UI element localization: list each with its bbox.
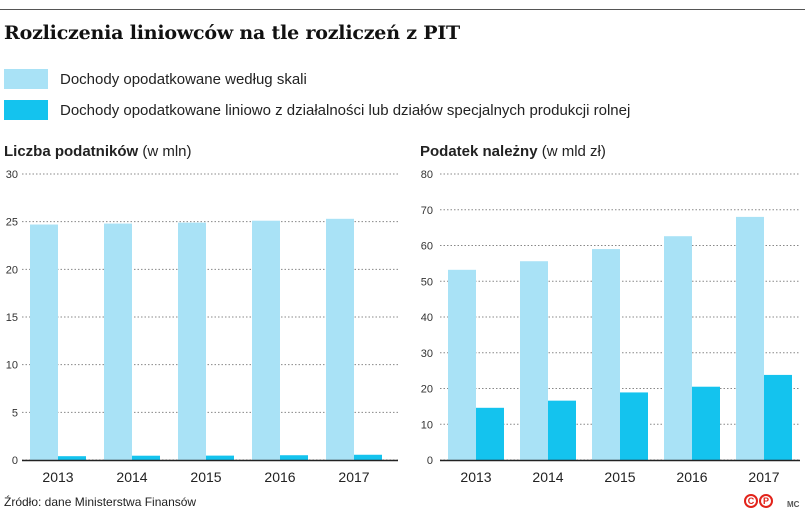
publisher-logo: C P [744, 494, 773, 508]
x-tick-label-1-2015: 2015 [604, 469, 635, 485]
y-tick-label-1-0: 0 [427, 455, 433, 467]
bar-0-2014-s0 [104, 223, 132, 460]
bar-1-2014-s0 [520, 261, 548, 460]
bar-0-2015-s1 [206, 455, 234, 460]
logo-letter-p: P [759, 494, 773, 508]
legend-swatch-linear [4, 100, 48, 120]
chart-title: Rozliczenia liniowców na tle rozliczeń z… [4, 22, 460, 44]
x-tick-label-0-2015: 2015 [190, 469, 221, 485]
x-tick-label-1-2014: 2014 [532, 469, 563, 485]
right-panel-title: Podatek należny (w mld zł) [420, 143, 606, 160]
bar-1-2017-s0 [736, 216, 764, 460]
y-tick-label-0-10: 10 [6, 360, 18, 372]
legend-label-scale: Dochody opodatkowane według skali [60, 70, 307, 88]
bar-1-2016-s1 [692, 386, 720, 460]
legend: Dochody opodatkowane według skali Dochod… [4, 68, 630, 130]
y-tick-label-0-5: 5 [12, 407, 18, 419]
y-tick-label-1-80: 80 [421, 169, 433, 181]
x-tick-label-1-2013: 2013 [460, 469, 491, 485]
x-tick-label-0-2016: 2016 [264, 469, 295, 485]
author-credit: MC [787, 500, 800, 509]
y-tick-label-0-15: 15 [6, 312, 18, 324]
y-tick-label-1-40: 40 [421, 312, 433, 324]
legend-item-linear: Dochody opodatkowane liniowo z działalno… [4, 99, 630, 121]
bar-1-2013-s1 [476, 407, 504, 460]
legend-swatch-scale [4, 69, 48, 89]
source-note: Źródło: dane Ministerstwa Finansów [4, 495, 197, 509]
left-panel-title-unit: (w mln) [142, 143, 192, 160]
bar-0-2015-s0 [178, 222, 206, 460]
y-tick-label-0-20: 20 [6, 264, 18, 276]
bar-0-2017-s0 [326, 218, 354, 460]
bar-1-2017-s1 [764, 374, 792, 460]
y-tick-label-0-0: 0 [12, 455, 18, 467]
y-tick-label-1-50: 50 [421, 276, 433, 288]
y-tick-label-1-10: 10 [421, 419, 433, 431]
logo-letter-c: C [744, 494, 758, 508]
bar-0-2013-s1 [58, 456, 86, 460]
x-tick-label-1-2016: 2016 [676, 469, 707, 485]
x-tick-label-0-2013: 2013 [42, 469, 73, 485]
y-tick-label-0-25: 25 [6, 217, 18, 229]
bar-1-2014-s1 [548, 400, 576, 460]
bar-0-2014-s1 [132, 455, 160, 460]
y-tick-label-1-60: 60 [421, 241, 433, 253]
bar-0-2017-s1 [354, 454, 382, 460]
left-panel-title-main: Liczba podatników [4, 143, 139, 160]
bar-1-2015-s0 [592, 249, 620, 460]
y-tick-label-0-30: 30 [6, 169, 18, 181]
bar-0-2013-s0 [30, 224, 58, 460]
left-panel-title: Liczba podatników (w mln) [4, 143, 192, 160]
x-tick-label-0-2017: 2017 [338, 469, 369, 485]
right-panel-title-unit: (w mld zł) [541, 143, 606, 160]
bar-1-2015-s1 [620, 392, 648, 460]
y-tick-label-1-30: 30 [421, 348, 433, 360]
legend-item-scale: Dochody opodatkowane według skali [4, 68, 630, 90]
x-tick-label-0-2014: 2014 [116, 469, 147, 485]
top-rule [0, 9, 805, 10]
legend-label-linear: Dochody opodatkowane liniowo z działalno… [60, 101, 631, 119]
bar-1-2013-s0 [448, 269, 476, 460]
bar-1-2016-s0 [664, 236, 692, 460]
bar-0-2016-s0 [252, 220, 280, 460]
right-panel-title-main: Podatek należny [420, 143, 538, 160]
bar-0-2016-s1 [280, 455, 308, 460]
x-tick-label-1-2017: 2017 [748, 469, 779, 485]
y-tick-label-1-70: 70 [421, 205, 433, 217]
y-tick-label-1-20: 20 [421, 384, 433, 396]
